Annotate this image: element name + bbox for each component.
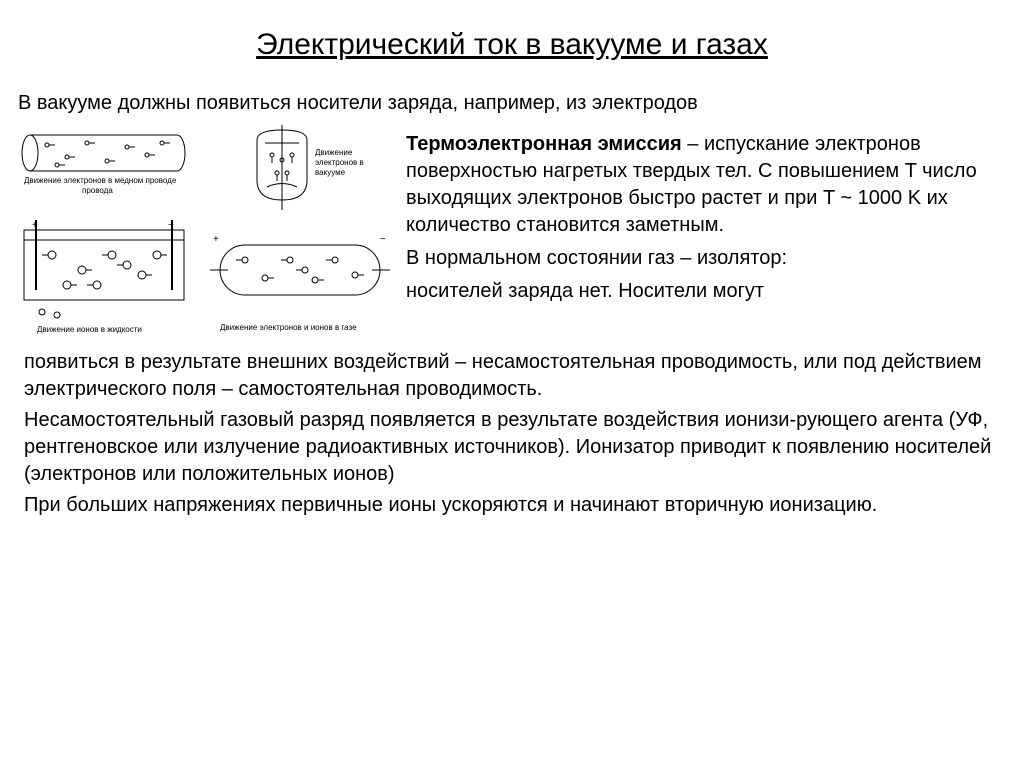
- svg-text:Движение: Движение: [315, 148, 353, 157]
- carriers-line: носителей заряда нет. Носители могут: [406, 278, 1016, 305]
- svg-text:−: −: [380, 234, 386, 245]
- term-bold: Термоэлектронная эмиссия: [406, 133, 682, 155]
- body-paragraphs: появиться в результате внешних воздейств…: [0, 349, 1024, 519]
- liquid-diagram: + −: [24, 220, 184, 334]
- body-para-3: При больших напряжениях первичные ионы у…: [24, 492, 1010, 519]
- gas-isolator-line: В нормальном состоянии газ – изолятор:: [406, 245, 1016, 272]
- diagram-svg: Движение электронов в медном проводе про…: [12, 125, 392, 345]
- caption-gas: Движение электронов и ионов в газе: [220, 323, 357, 332]
- body-para-2: Несамостоятельный газовый разряд появляе…: [24, 407, 1010, 488]
- body-para-1: появиться в результате внешних воздейств…: [24, 349, 1010, 403]
- svg-text:вакууме: вакууме: [315, 168, 346, 177]
- page-title: Электрический ток в вакууме и газах: [0, 0, 1024, 92]
- svg-text:+: +: [213, 234, 219, 245]
- svg-text:+: +: [32, 220, 38, 231]
- intro-text: В вакууме должны появиться носители заря…: [0, 92, 1024, 125]
- slide-page: Электрический ток в вакууме и газах В ва…: [0, 0, 1024, 768]
- caption-copper: Движение электронов в медном проводе: [24, 176, 177, 185]
- vacuum-diagram: Движение электронов в вакууме: [257, 125, 364, 210]
- svg-text:−: −: [168, 220, 174, 231]
- figure-and-text-row: Движение электронов в медном проводе про…: [0, 125, 1024, 345]
- copper-wire-diagram: Движение электронов в медном проводе про…: [22, 135, 185, 195]
- svg-text:электронов в: электронов в: [315, 158, 364, 167]
- physics-figure: Движение электронов в медном проводе про…: [8, 125, 392, 345]
- right-column-text: Термоэлектронная эмиссия – испускание эл…: [392, 125, 1016, 305]
- gas-diagram: + − Движение электронов и ионов в газе: [210, 234, 390, 332]
- caption-liquid: Движение ионов в жидкости: [37, 325, 142, 334]
- svg-text:провода: провода: [82, 186, 113, 195]
